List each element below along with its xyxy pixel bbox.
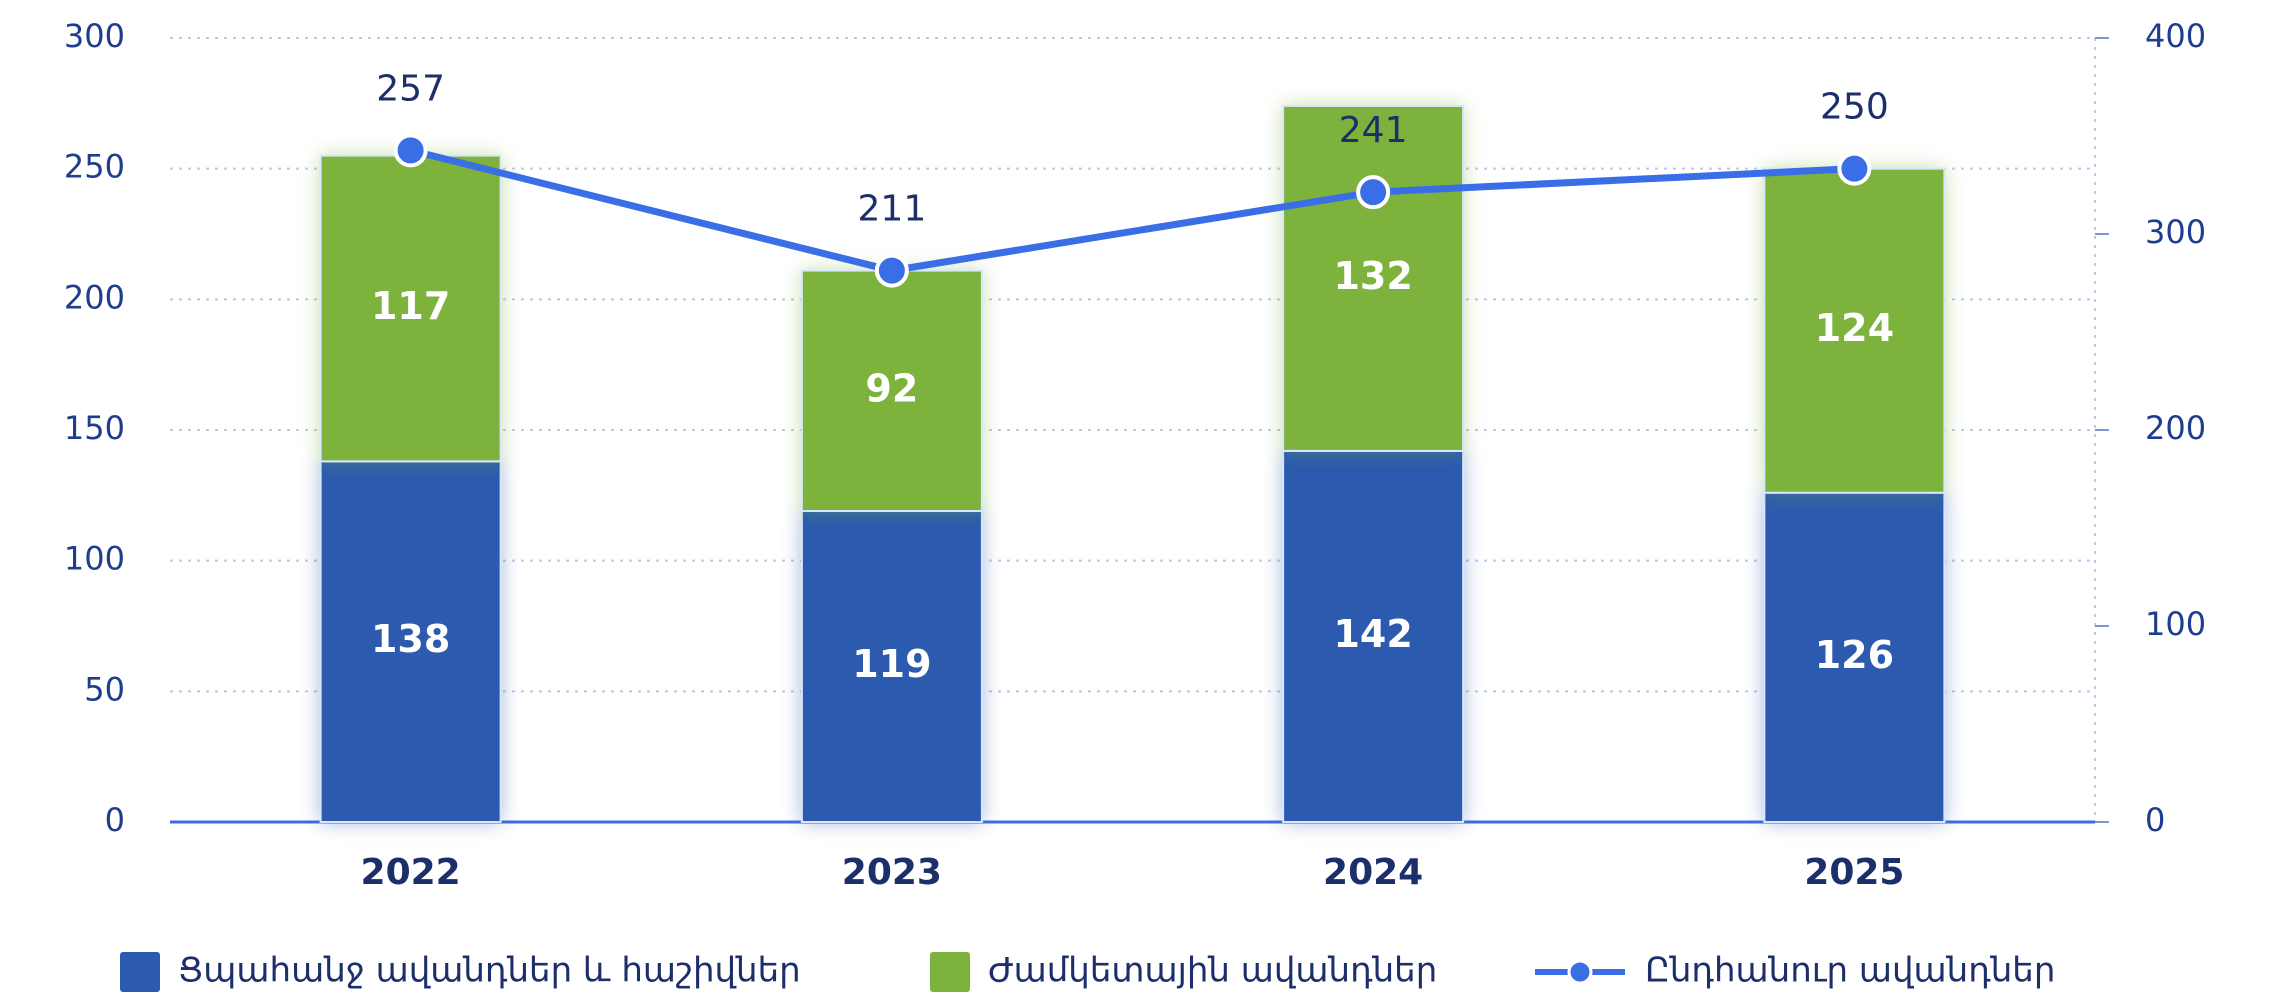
bar-segment	[1282, 104, 1465, 452]
segment-label: 92	[865, 366, 918, 410]
y-tick-label: 0	[105, 801, 125, 839]
line-point	[1837, 151, 1872, 186]
y2-tick-label: 400	[2145, 17, 2206, 55]
y2-tick-label: 100	[2145, 605, 2206, 643]
point-label: 241	[1339, 110, 1408, 151]
y-tick-label: 300	[64, 17, 125, 55]
point-label: 250	[1820, 87, 1889, 128]
y-tick-label: 200	[64, 278, 125, 316]
segment-label: 124	[1815, 306, 1894, 350]
line-series	[409, 146, 1855, 275]
y-tick-label: 100	[64, 540, 125, 578]
segment-label: 117	[371, 284, 450, 328]
y-tick-label: 150	[64, 409, 125, 447]
segment-label: 119	[852, 642, 931, 686]
y2-tick-label: 200	[2145, 409, 2206, 447]
segment-label: 126	[1815, 633, 1894, 677]
bar-segment	[319, 460, 502, 823]
bar-segment	[1763, 491, 1946, 823]
segment-label: 138	[371, 617, 450, 661]
line-point	[1356, 175, 1391, 210]
point-label: 257	[376, 68, 445, 109]
segment-label: 142	[1333, 612, 1412, 656]
y2-tick-label: 300	[2145, 213, 2206, 251]
bar-segment	[1282, 449, 1465, 823]
legend-label: Ցպահանջ ավանդներ և հաշիվներ	[178, 951, 801, 991]
y-tick-label: 50	[84, 670, 125, 708]
y2-tick-label: 0	[2145, 801, 2165, 839]
point-label: 211	[858, 189, 927, 230]
x-tick-label: 2023	[842, 852, 942, 893]
legend-label: Ընդհանուր ավանդներ	[1645, 951, 2055, 991]
bar-segment	[800, 269, 983, 513]
legend-point	[1567, 959, 1593, 985]
legend-swatch	[930, 952, 970, 992]
x-tick-label: 2024	[1323, 852, 1423, 893]
x-tick-label: 2025	[1804, 852, 1904, 893]
segment-label: 132	[1333, 254, 1412, 298]
y-tick-label: 250	[64, 148, 125, 186]
bar-segment	[1763, 167, 1946, 494]
x-tick-label: 2022	[361, 852, 461, 893]
legend-label: Ժամկետային ավանդներ	[988, 951, 1437, 991]
bar-segment	[319, 154, 502, 463]
line-point	[874, 253, 909, 288]
line-point	[393, 133, 428, 168]
legend-swatch	[120, 952, 160, 992]
bar-segment	[800, 510, 983, 823]
